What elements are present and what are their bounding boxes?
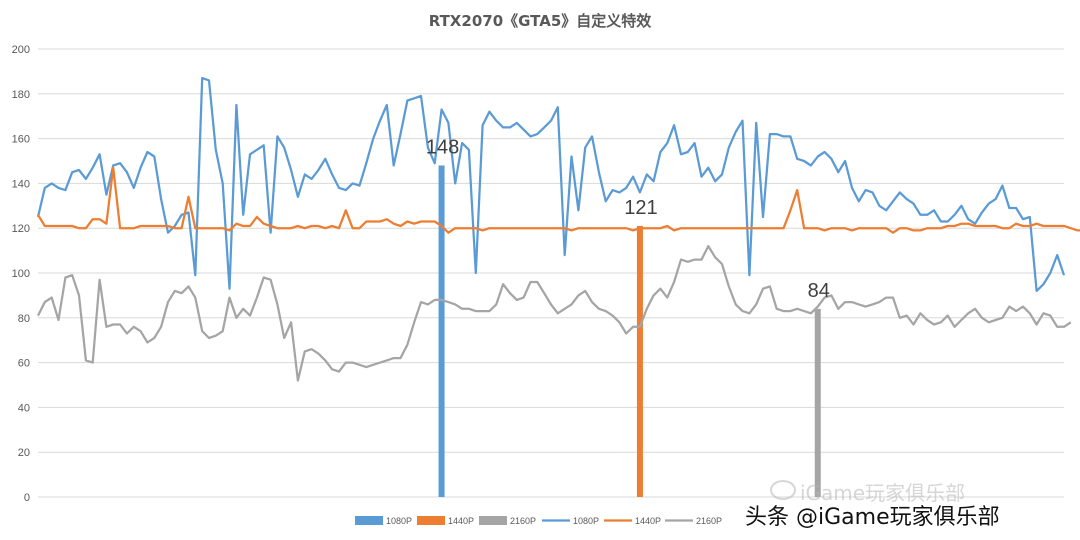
y-tick-label: 200 — [12, 44, 30, 56]
gridlines — [38, 48, 1064, 498]
y-tick-label: 20 — [18, 447, 30, 459]
legend: 1080P 1440P 2160P 1080P 1440P 2160P — [355, 516, 722, 526]
y-tick-label: 160 — [12, 134, 30, 146]
watermark-faint: iGame玩家俱乐部 — [800, 481, 966, 505]
data-label-1080P: 148 — [426, 136, 459, 158]
y-tick-label: 60 — [18, 358, 30, 370]
legend-label-2160P: 2160P — [696, 516, 722, 526]
series-line-2160P — [36, 244, 1072, 382]
chart-title: RTX2070《GTA5》自定义特效 — [429, 12, 653, 30]
y-tick-label: 180 — [12, 89, 30, 101]
series-line-1440P — [37, 166, 1080, 234]
bar-1080P — [438, 165, 445, 498]
y-tick-label: 80 — [18, 313, 30, 325]
legend-label-1080P: 1080P — [573, 516, 599, 526]
y-tick-label: 100 — [12, 268, 30, 280]
legend-label-1080P: 1080P — [386, 516, 412, 526]
legend-swatch-1080P — [355, 516, 383, 525]
legend-label-2160P: 2160P — [510, 516, 536, 526]
bar-1440P — [636, 225, 643, 497]
legend-label-1440P: 1440P — [635, 516, 661, 526]
y-axis: 0 20 40 60 80 100 120 140 160 180 200 — [12, 44, 30, 504]
y-tick-label: 120 — [12, 223, 30, 235]
data-label-2160P: 84 — [808, 280, 830, 302]
y-tick-label: 140 — [12, 178, 30, 190]
legend-swatch-2160P — [479, 516, 507, 525]
wechat-icon — [770, 480, 796, 500]
bar-markers — [438, 165, 821, 498]
legend-swatch-1440P — [417, 516, 445, 525]
bar-data-labels: 148 121 84 — [426, 136, 830, 301]
y-tick-label: 40 — [18, 402, 30, 414]
y-tick-label: 0 — [24, 492, 30, 504]
watermark-toutiao: 头条 @iGame玩家俱乐部 — [745, 505, 1000, 530]
series-line-1080P — [36, 76, 1066, 293]
bar-2160P — [814, 308, 821, 497]
data-label-1440P: 121 — [624, 197, 657, 219]
legend-label-1440P: 1440P — [448, 516, 474, 526]
series-lines — [36, 76, 1080, 382]
